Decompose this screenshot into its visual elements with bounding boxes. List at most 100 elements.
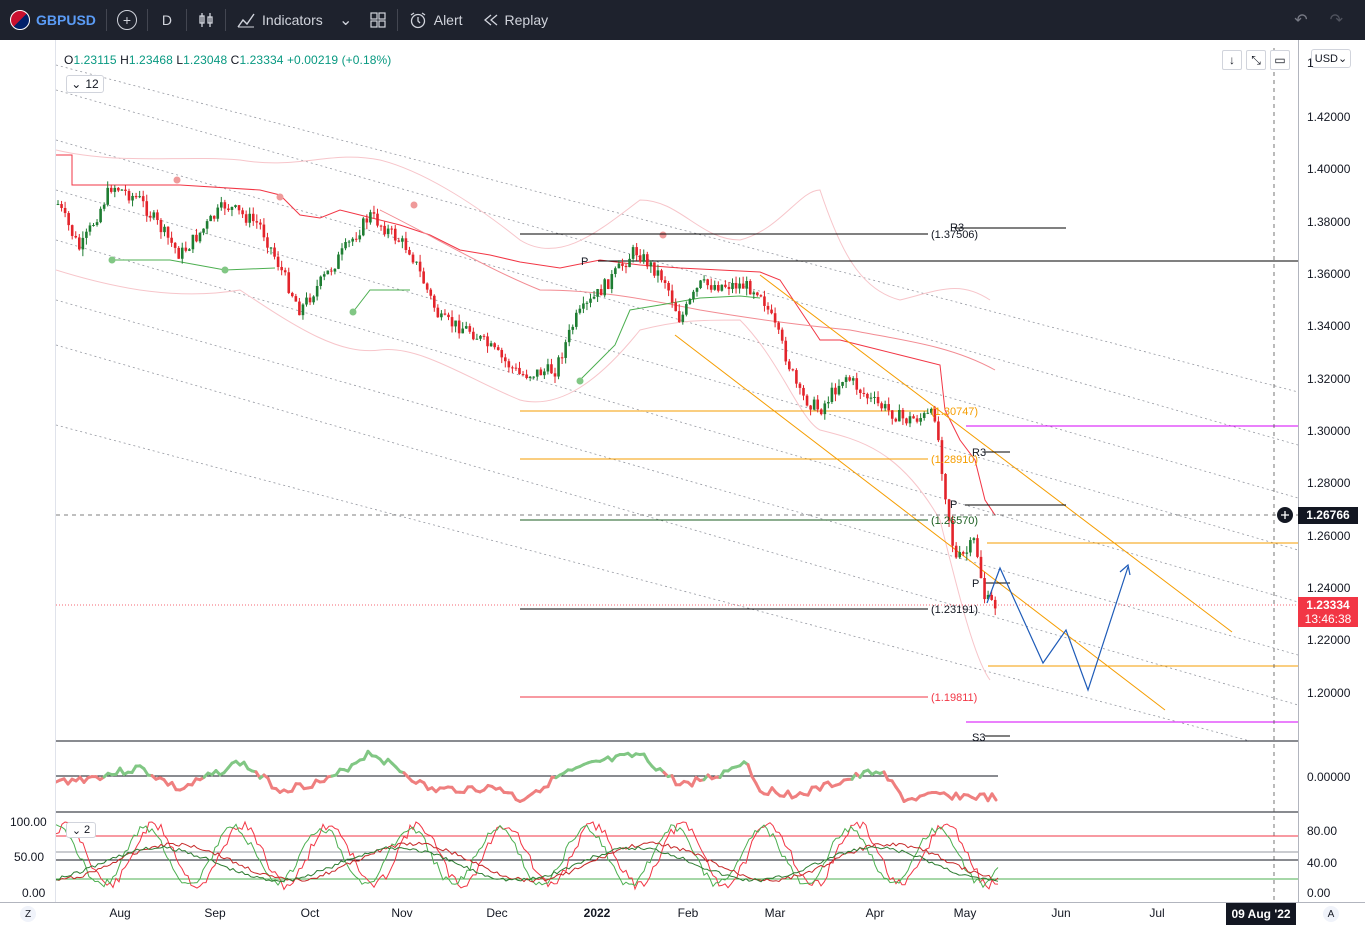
chart-type-button[interactable] [187, 0, 225, 40]
price-axis[interactable] [1298, 40, 1365, 902]
candle-body [376, 213, 379, 226]
symbol-search-button[interactable]: GBPUSD [0, 0, 106, 40]
fib-2-label: (1.28910) [931, 454, 978, 466]
candle-body [468, 326, 472, 332]
candle-body [326, 270, 330, 275]
trend-line-red-2 [379, 209, 996, 371]
candle-body [748, 281, 752, 295]
candle-body [855, 378, 859, 390]
candle-body [443, 313, 447, 315]
candle-body [81, 237, 85, 250]
candle-body [866, 393, 869, 399]
candle-body [770, 309, 773, 314]
candle-body [543, 371, 546, 376]
candle-body [259, 222, 262, 225]
candle-body [475, 338, 479, 340]
candle-body [628, 258, 631, 268]
chevron-down-icon: ⌄ [1338, 53, 1348, 65]
redo-icon[interactable]: ↷ [1329, 12, 1343, 29]
fullscreen-button[interactable]: ▭ [1270, 50, 1290, 70]
candle-body [102, 204, 106, 209]
candle-body [571, 326, 575, 330]
price-tick: 1.20000 [1307, 686, 1351, 700]
oscillator-segment [546, 775, 554, 789]
compare-add-button[interactable]: + [107, 0, 147, 40]
candle-body [209, 215, 212, 222]
maximize-pane-button[interactable]: ⤡ [1246, 50, 1266, 70]
candle-body [880, 403, 883, 409]
candle-body [266, 237, 269, 248]
candle-body [827, 401, 830, 404]
indicators-icon [237, 13, 255, 28]
candle-body [660, 270, 663, 281]
main-chart-canvas[interactable]: R3 (1.37506) P (1.30747) R3 (1.28910) P … [56, 40, 1298, 902]
candle-body [617, 263, 621, 269]
candle-body [816, 399, 819, 410]
zoom-reset-button[interactable]: Z [20, 906, 36, 922]
oscillator-segment [990, 792, 998, 802]
candle-body [386, 228, 390, 235]
stoch-levels [56, 835, 1298, 880]
candle-body [965, 552, 969, 554]
candle-body [433, 295, 436, 308]
candle-body [922, 413, 926, 419]
candle-body [702, 279, 706, 281]
candle-body [134, 195, 138, 198]
candle-body [642, 254, 646, 262]
indicators-dropdown[interactable]: ⌄ [333, 0, 359, 40]
last-price-tag: 1.23334 13:46:38 [1298, 597, 1358, 627]
move-down-button[interactable]: ↓ [1222, 50, 1242, 70]
currency-selector[interactable]: USD ⌄ [1311, 49, 1351, 68]
candle-body [237, 205, 241, 211]
indicators-legend-toggle[interactable]: ⌄ 12 [66, 75, 104, 93]
candle-body [731, 282, 734, 290]
indicators-button[interactable]: Indicators [226, 0, 333, 40]
bollinger-envelope [56, 149, 991, 681]
candle-body [440, 313, 443, 318]
auto-scale-button[interactable]: A [1323, 906, 1339, 922]
time-tick: Nov [391, 906, 413, 920]
candle-body [280, 266, 283, 271]
oscillator-segment [690, 775, 698, 788]
price-tick: 1.24000 [1307, 581, 1351, 595]
candle-body [912, 416, 915, 419]
osc-zero-tick: 0.00000 [1307, 770, 1351, 784]
undo-icon[interactable]: ↶ [1294, 12, 1308, 29]
alert-button[interactable]: Alert [398, 0, 473, 40]
stoch-tick-left: 100.00 [10, 815, 47, 829]
candle-body [479, 335, 482, 339]
time-tick: 2022 [583, 906, 611, 920]
candle-body [212, 215, 216, 219]
candle-body [890, 410, 894, 419]
candle-body [713, 285, 717, 290]
candle-body [220, 202, 223, 208]
pane-controls: ↓ ⤡ ▭ [1222, 50, 1290, 70]
candle-body [95, 222, 99, 225]
candle-body [60, 204, 63, 208]
time-tick: Aug [109, 906, 131, 920]
candle-body [677, 311, 681, 323]
candle-body [248, 213, 251, 223]
price-tick-top: 1 [1307, 56, 1314, 70]
candle-body [859, 389, 862, 393]
fib-1-label: (1.30747) [931, 406, 978, 418]
candle-body [951, 520, 954, 546]
candle-body [841, 381, 844, 386]
candle-body [621, 263, 624, 266]
candle-body [976, 538, 979, 557]
oscillator-segment [746, 763, 754, 778]
candle-body [184, 247, 188, 251]
pane-legend-toggle[interactable]: ⌄ 2 [66, 822, 96, 838]
layout-button[interactable] [359, 0, 397, 40]
time-axis[interactable] [0, 902, 1365, 930]
candle-body [397, 240, 401, 242]
candle-body [961, 552, 965, 554]
candle-body [646, 254, 649, 267]
candle-body [777, 322, 780, 330]
replay-button[interactable]: Replay [473, 0, 559, 40]
candle-body [756, 292, 759, 296]
candle-body [560, 357, 564, 359]
price-tick: 1.28000 [1307, 476, 1351, 490]
candle-body [234, 205, 237, 208]
interval-button[interactable]: D [148, 0, 186, 40]
